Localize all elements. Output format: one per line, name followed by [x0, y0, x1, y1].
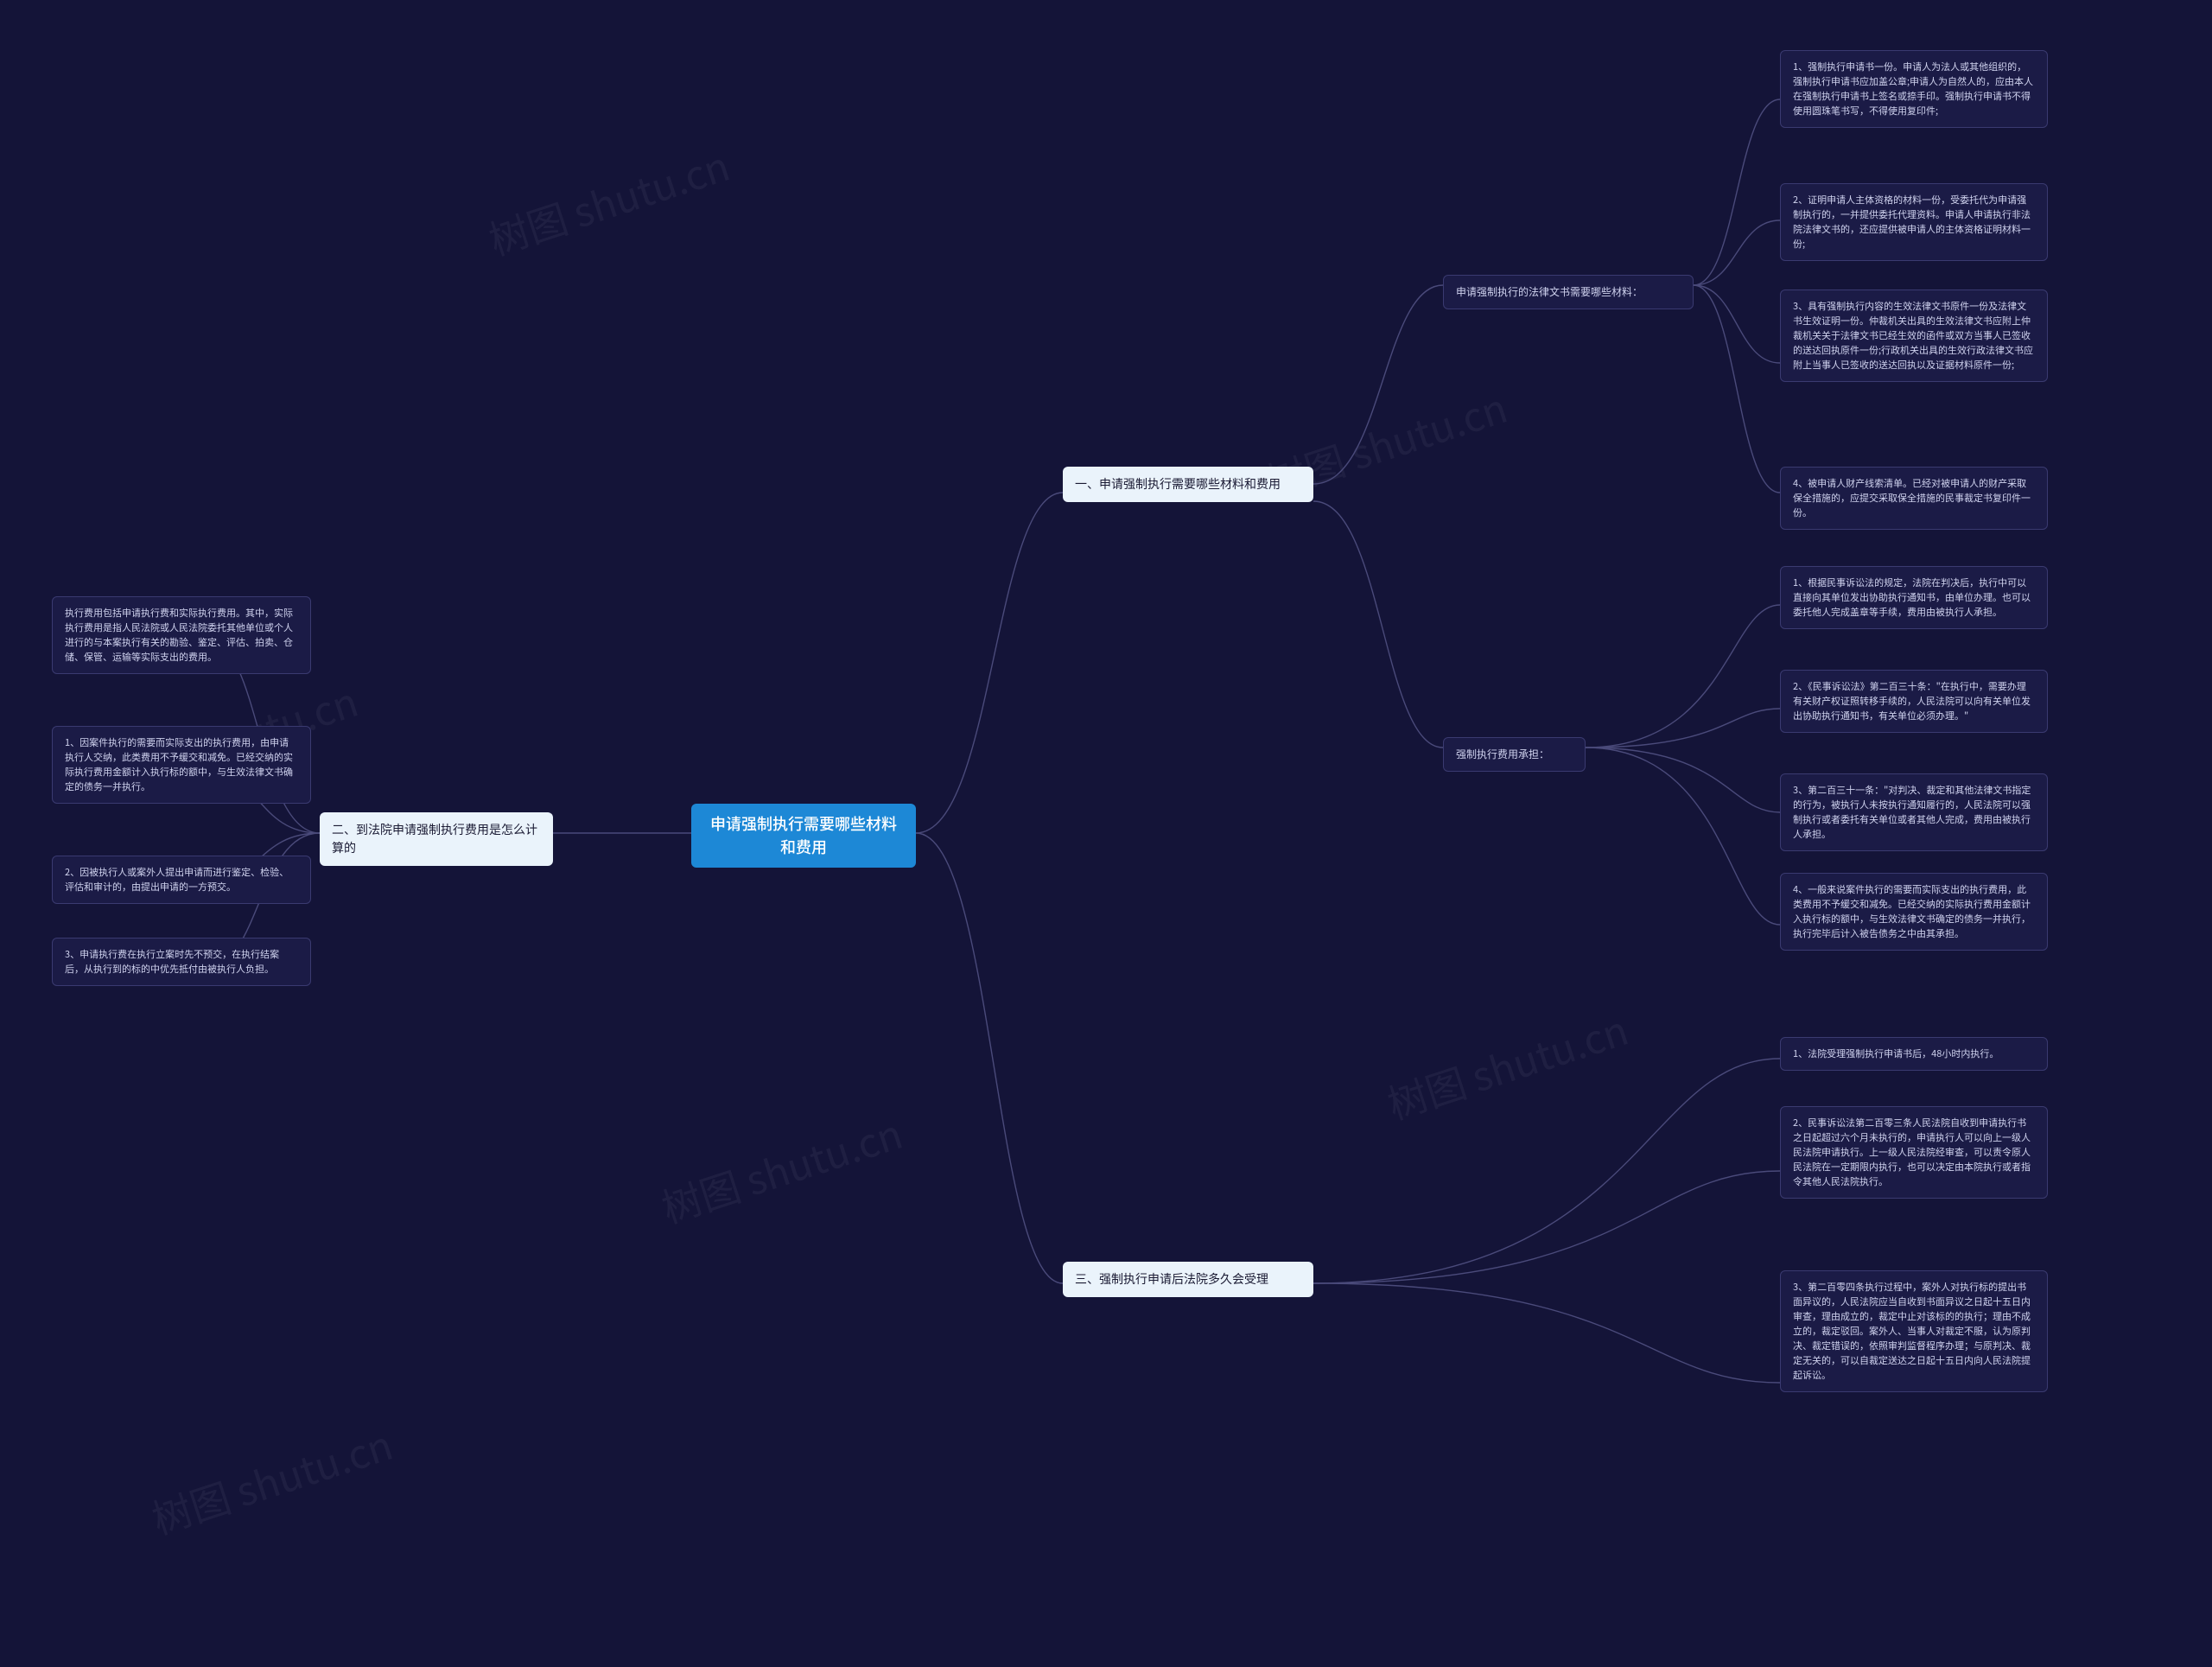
leaf-1-2-3[interactable]: 3、第二百三十一条："对判决、裁定和其他法律文书指定的行为，被执行人未按执行通知…	[1780, 773, 2048, 851]
leaf-1-1-3[interactable]: 3、具有强制执行内容的生效法律文书原件一份及法律文书生效证明一份。仲裁机关出具的…	[1780, 289, 2048, 382]
leaf-1-1-4[interactable]: 4、被申请人财产线索清单。已经对被申请人的财产采取保全措施的，应提交采取保全措施…	[1780, 467, 2048, 530]
leaf-2-0[interactable]: 执行费用包括申请执行费和实际执行费用。其中，实际执行费用是指人民法院或人民法院委…	[52, 596, 311, 674]
branch-1[interactable]: 一、申请强制执行需要哪些材料和费用	[1063, 467, 1313, 502]
watermark: 树图 shutu.cn	[654, 1104, 909, 1235]
branch-3[interactable]: 三、强制执行申请后法院多久会受理	[1063, 1262, 1313, 1297]
leaf-3-2[interactable]: 2、民事诉讼法第二百零三条人民法院自收到申请执行书之日起超过六个月未执行的，申请…	[1780, 1106, 2048, 1199]
leaf-3-3[interactable]: 3、第二百零四条执行过程中，案外人对执行标的提出书面异议的，人民法院应当自收到书…	[1780, 1270, 2048, 1392]
watermark: 树图 shutu.cn	[144, 1415, 399, 1546]
branch-1-sub-1[interactable]: 申请强制执行的法律文书需要哪些材料：	[1443, 275, 1694, 309]
leaf-1-2-1[interactable]: 1、根据民事诉讼法的规定，法院在判决后，执行中可以直接向其单位发出协助执行通知书…	[1780, 566, 2048, 629]
leaf-1-1-2[interactable]: 2、证明申请人主体资格的材料一份，受委托代为申请强制执行的，一并提供委托代理资料…	[1780, 183, 2048, 261]
branch-2[interactable]: 二、到法院申请强制执行费用是怎么计算的	[320, 812, 553, 866]
mindmap-canvas: 树图 shutu.cn 树图 shutu.cn 树图 shutu.cn 树图 s…	[0, 0, 2212, 1667]
branch-1-sub-2[interactable]: 强制执行费用承担：	[1443, 737, 1586, 772]
watermark: 树图 shutu.cn	[481, 136, 736, 267]
leaf-2-1[interactable]: 1、因案件执行的需要而实际支出的执行费用，由申请执行人交纳，此类费用不予缓交和减…	[52, 726, 311, 804]
leaf-1-1-1[interactable]: 1、强制执行申请书一份。申请人为法人或其他组织的，强制执行申请书应加盖公章;申请…	[1780, 50, 2048, 128]
root-node[interactable]: 申请强制执行需要哪些材料和费用	[691, 804, 916, 868]
leaf-2-2[interactable]: 2、因被执行人或案外人提出申请而进行鉴定、检验、评估和审计的，由提出申请的一方预…	[52, 856, 311, 904]
watermark: 树图 shutu.cn	[1380, 1000, 1635, 1131]
leaf-2-3[interactable]: 3、申请执行费在执行立案时先不预交，在执行结案后，从执行到的标的中优先抵付由被执…	[52, 938, 311, 986]
leaf-1-2-2[interactable]: 2、《民事诉讼法》第二百三十条："在执行中，需要办理有关财产权证照转移手续的，人…	[1780, 670, 2048, 733]
leaf-1-2-4[interactable]: 4、一般来说案件执行的需要而实际支出的执行费用，此类费用不予缓交和减免。已经交纳…	[1780, 873, 2048, 951]
leaf-3-1[interactable]: 1、法院受理强制执行申请书后，48小时内执行。	[1780, 1037, 2048, 1071]
